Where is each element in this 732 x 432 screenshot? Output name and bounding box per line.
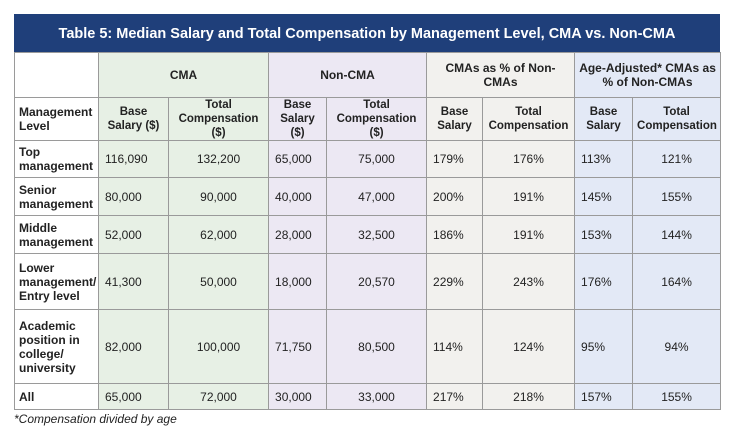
group-header-non-cma: Non-CMA [268, 52, 428, 98]
cell-age-base: 95% [574, 309, 634, 384]
salary-table: CMA Non-CMA CMAs as % of Non-CMAs Age-Ad… [14, 52, 722, 410]
cell-cma-total: 100,000 [167, 309, 270, 384]
cell-non-cma-total: 80,500 [326, 309, 428, 384]
cell-age-base: 113% [574, 140, 634, 178]
cell-cma-total: 72,000 [167, 383, 270, 410]
cell-age-total: 155% [632, 177, 722, 216]
cell-non-cma-base: 40,000 [268, 177, 328, 216]
cell-non-cma-total: 75,000 [326, 140, 428, 178]
cell-age-base: 157% [574, 383, 634, 410]
header-age-base-salary: Base Salary [574, 97, 634, 141]
header-age-total-comp: Total Compensation [632, 97, 722, 141]
header-non-cma-total-comp: Total Compensation ($) [326, 97, 428, 141]
cell-cma-base: 80,000 [98, 177, 169, 216]
cell-non-cma-base: 28,000 [268, 215, 328, 254]
cell-age-total: 121% [632, 140, 722, 178]
header-non-cma-base-salary: Base Salary ($) [268, 97, 328, 141]
table-row-top-management: Top management 116,090 132,200 65,000 75… [14, 140, 722, 178]
cell-pct-base: 179% [426, 140, 484, 178]
header-management-level: Management Level [14, 97, 99, 141]
cell-age-total: 94% [632, 309, 722, 384]
table-row-all: All 65,000 72,000 30,000 33,000 217% 218… [14, 383, 722, 410]
table-row-academic-position: Academic position in college/ university… [14, 309, 722, 384]
row-label: Senior management [14, 177, 99, 216]
group-header-row: CMA Non-CMA CMAs as % of Non-CMAs Age-Ad… [14, 52, 722, 98]
footnote: *Compensation divided by age [14, 412, 177, 426]
row-label: Top management [14, 140, 99, 178]
cell-cma-base: 52,000 [98, 215, 169, 254]
cell-cma-total: 62,000 [167, 215, 270, 254]
group-header-age-adjusted: Age-Adjusted* CMAs as % of Non-CMAs [574, 52, 722, 98]
cell-non-cma-total: 32,500 [326, 215, 428, 254]
cell-cma-total: 90,000 [167, 177, 270, 216]
cell-age-base: 176% [574, 253, 634, 310]
table-row-senior-management: Senior management 80,000 90,000 40,000 4… [14, 177, 722, 216]
cell-cma-total: 50,000 [167, 253, 270, 310]
cell-age-total: 164% [632, 253, 722, 310]
cell-pct-total: 218% [482, 383, 576, 410]
cell-non-cma-total: 33,000 [326, 383, 428, 410]
column-header-row: Management Level Base Salary ($) Total C… [14, 97, 722, 141]
cell-age-base: 145% [574, 177, 634, 216]
cell-pct-total: 191% [482, 215, 576, 254]
cell-pct-total: 124% [482, 309, 576, 384]
row-label: Middle management [14, 215, 99, 254]
header-pct-base-salary: Base Salary [426, 97, 484, 141]
cell-cma-base: 82,000 [98, 309, 169, 384]
cell-non-cma-total: 47,000 [326, 177, 428, 216]
cell-pct-base: 114% [426, 309, 484, 384]
cell-non-cma-total: 20,570 [326, 253, 428, 310]
cell-age-base: 153% [574, 215, 634, 254]
cell-pct-base: 200% [426, 177, 484, 216]
cell-cma-base: 41,300 [98, 253, 169, 310]
group-header-pct: CMAs as % of Non-CMAs [426, 52, 576, 98]
cell-pct-base: 217% [426, 383, 484, 410]
cell-pct-total: 243% [482, 253, 576, 310]
row-label: Academic position in college/ university [14, 309, 99, 384]
cell-non-cma-base: 71,750 [268, 309, 328, 384]
header-cma-total-comp: Total Compensation ($) [167, 97, 270, 141]
table-row-middle-management: Middle management 52,000 62,000 28,000 3… [14, 215, 722, 254]
salary-table-figure: Table 5: Median Salary and Total Compens… [14, 14, 722, 410]
cell-cma-total: 132,200 [167, 140, 270, 178]
cell-non-cma-base: 30,000 [268, 383, 328, 410]
cell-pct-total: 176% [482, 140, 576, 178]
row-label: All [14, 383, 99, 410]
cell-age-total: 155% [632, 383, 722, 410]
header-pct-total-comp: Total Compensation [482, 97, 576, 141]
header-cma-base-salary: Base Salary ($) [98, 97, 169, 141]
cell-non-cma-base: 65,000 [268, 140, 328, 178]
cell-pct-total: 191% [482, 177, 576, 216]
group-header-cma: CMA [97, 52, 270, 98]
cell-non-cma-base: 18,000 [268, 253, 328, 310]
row-label: Lower management/ Entry level [14, 253, 99, 310]
cell-cma-base: 65,000 [98, 383, 169, 410]
corner-cell [14, 52, 99, 98]
cell-age-total: 144% [632, 215, 722, 254]
table-row-lower-management: Lower management/ Entry level 41,300 50,… [14, 253, 722, 310]
cell-pct-base: 186% [426, 215, 484, 254]
table-title: Table 5: Median Salary and Total Compens… [14, 14, 720, 52]
cell-pct-base: 229% [426, 253, 484, 310]
cell-cma-base: 116,090 [98, 140, 169, 178]
